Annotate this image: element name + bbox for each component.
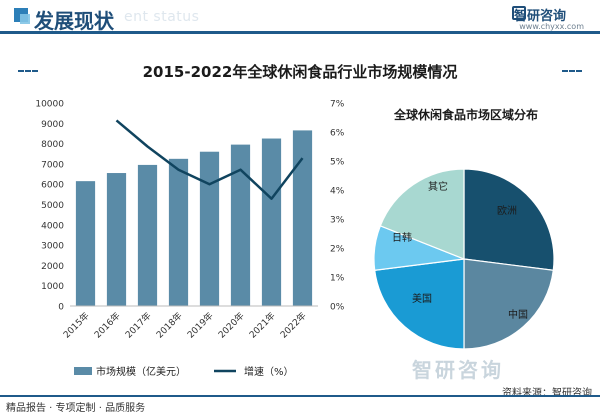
- brand-url: www.chyxx.com: [519, 22, 584, 31]
- brand-name: 智研咨询: [513, 9, 566, 24]
- section-title: 发展现状: [34, 9, 114, 33]
- y-right-tick-label: 6%: [330, 129, 345, 139]
- legend-bar-swatch: [74, 367, 92, 375]
- pie-label-日韩: 日韩: [392, 231, 412, 244]
- y-left-tick-label: 2000: [41, 262, 64, 272]
- bar-2015年: [75, 181, 96, 306]
- pie-label-其它: 其它: [428, 180, 448, 193]
- y-right-tick-label: 0%: [330, 303, 345, 313]
- y-left-tick-label: 5000: [41, 201, 64, 211]
- header-divider: [0, 31, 600, 34]
- footer-divider: [0, 395, 600, 397]
- pie-label-欧洲: 欧洲: [497, 205, 517, 217]
- y-right-tick-label: 2%: [330, 245, 345, 255]
- footer-slogan: 精品报告 · 专项定制 · 品质服务: [6, 403, 146, 414]
- y-right-tick-label: 1%: [330, 274, 345, 284]
- bar-2021年: [261, 138, 282, 306]
- y-left-tick-label: 7000: [41, 160, 64, 170]
- y-right-tick-label: 5%: [330, 158, 345, 168]
- pie-slice-美国: [374, 258, 465, 350]
- pie-title: 全球休闲食品市场区域分布: [393, 107, 538, 122]
- pie-slice-中国: [463, 258, 554, 350]
- header-mark-accent-icon: [20, 14, 30, 24]
- pie-slice-欧洲: [463, 168, 555, 271]
- y-right-tick-label: 3%: [330, 216, 345, 226]
- y-left-tick-label: 3000: [41, 242, 64, 252]
- y-left-tick-label: 0: [58, 303, 64, 313]
- bar-2018年: [168, 158, 189, 306]
- main-title: 2015-2022年全球休闲食品行业市场规模情况: [142, 63, 458, 81]
- legend-bar-label: 市场规模（亿美元）: [96, 365, 186, 378]
- bar-2016年: [106, 173, 127, 306]
- watermark-logo: 智研咨询: [412, 358, 504, 382]
- header: 发展现状 ent status 智研咨询 www.chyxx.com: [0, 0, 600, 44]
- y-right-tick-label: 7%: [330, 100, 345, 110]
- y-left-tick-label: 4000: [41, 221, 64, 231]
- y-left-tick-label: 9000: [41, 120, 64, 130]
- footer: 精品报告 · 专项定制 · 品质服务: [0, 395, 600, 415]
- bar-2017年: [137, 164, 158, 306]
- bar-2019年: [199, 151, 220, 306]
- main-title-band: 2015-2022年全球休闲食品行业市场规模情况: [18, 56, 582, 86]
- y-left-tick-label: 1000: [41, 282, 64, 292]
- legend-line-label: 增速（%）: [244, 365, 294, 378]
- pie-slice-其它: [379, 168, 465, 260]
- y-left-tick-label: 6000: [41, 181, 64, 191]
- bar-2020年: [230, 144, 251, 306]
- y-left-tick-label: 10000: [35, 100, 64, 110]
- pie-label-美国: 美国: [412, 292, 432, 305]
- y-left-tick-label: 8000: [41, 140, 64, 150]
- brand-logo-icon: [512, 6, 526, 20]
- pie-label-中国: 中国: [508, 308, 528, 321]
- data-source: 资料来源：智研咨询: [502, 388, 592, 399]
- y-right-tick-label: 4%: [330, 187, 345, 197]
- bar-2022年: [292, 130, 313, 306]
- section-subtitle: ent status: [124, 9, 200, 25]
